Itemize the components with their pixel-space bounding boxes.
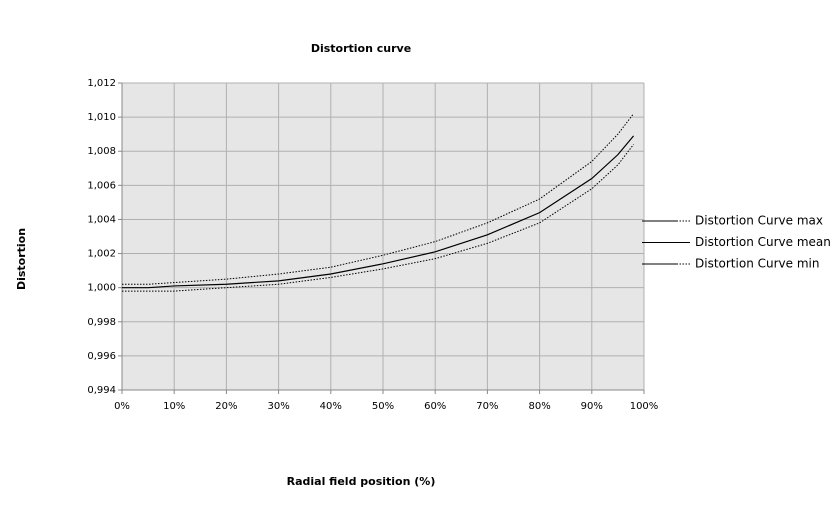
y-tick-label: 1,012 bbox=[87, 78, 116, 89]
x-tick-label: 90% bbox=[581, 401, 603, 412]
x-tick-label: 80% bbox=[528, 401, 550, 412]
x-tick-label: 50% bbox=[372, 401, 394, 412]
x-tick-label: 0% bbox=[114, 401, 130, 412]
y-tick-label: 1,006 bbox=[87, 180, 116, 191]
x-tick-label: 60% bbox=[424, 401, 446, 412]
legend-label: Distortion Curve min bbox=[695, 257, 819, 271]
legend-label: Distortion Curve mean bbox=[695, 235, 831, 249]
y-tick-label: 1,002 bbox=[87, 249, 116, 260]
legend-label: Distortion Curve max bbox=[695, 214, 823, 228]
x-tick-label: 100% bbox=[630, 401, 659, 412]
x-tick-label: 30% bbox=[267, 401, 289, 412]
series-line bbox=[122, 144, 634, 292]
y-axis-label: Distortion bbox=[15, 228, 28, 290]
series-line bbox=[122, 113, 634, 285]
y-tick-label: 0,998 bbox=[87, 317, 116, 328]
y-tick-label: 0,994 bbox=[87, 385, 116, 396]
y-tick-label: 0,996 bbox=[87, 351, 116, 362]
y-tick-label: 1,010 bbox=[87, 112, 116, 123]
x-axis-label: Radial field position (%) bbox=[287, 475, 436, 488]
x-tick-label: 40% bbox=[320, 401, 342, 412]
x-tick-label: 10% bbox=[163, 401, 185, 412]
x-tick-label: 20% bbox=[215, 401, 237, 412]
series-line bbox=[122, 135, 635, 289]
y-tick-label: 1,008 bbox=[87, 146, 116, 157]
x-tick-label: 70% bbox=[476, 401, 498, 412]
y-tick-label: 1,000 bbox=[87, 283, 116, 294]
y-tick-label: 1,004 bbox=[87, 214, 116, 225]
chart-title: Distortion curve bbox=[311, 42, 411, 55]
